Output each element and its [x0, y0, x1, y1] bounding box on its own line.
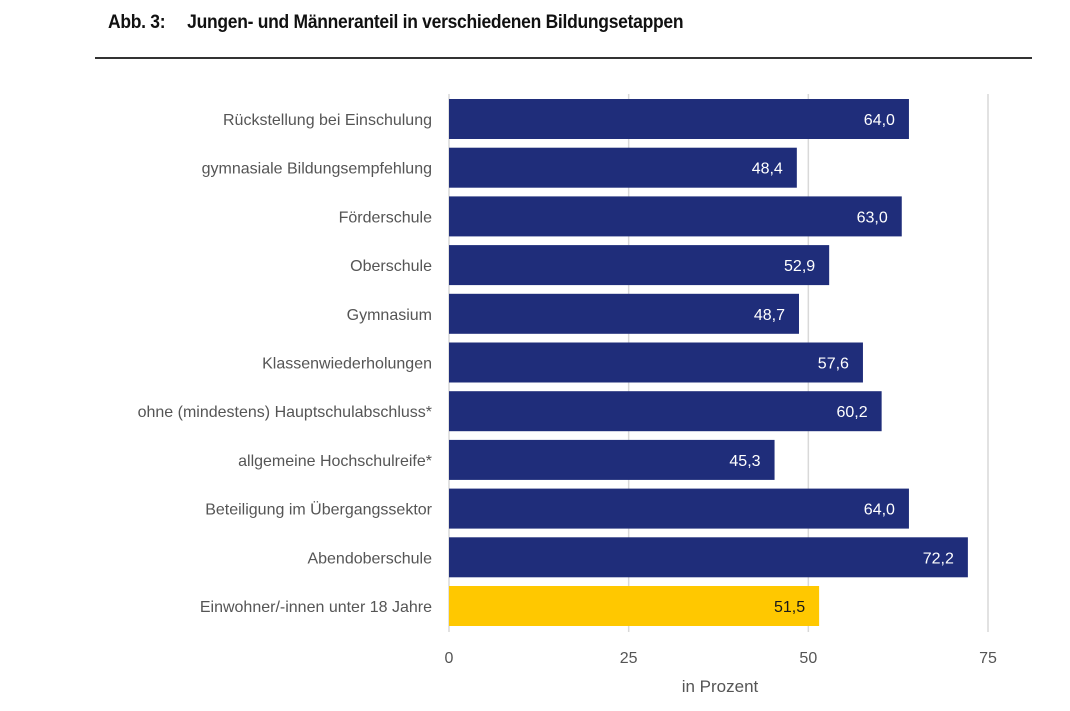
bar: [449, 293, 799, 334]
x-axis-label: in Prozent: [682, 677, 759, 696]
category-label: Förderschule: [339, 209, 432, 226]
chart-title: Abb. 3: Jungen- und Männeranteil in versc…: [108, 12, 684, 34]
title-text: Jungen- und Männeranteil in verschiedene…: [187, 12, 684, 33]
x-tick-label: 0: [445, 650, 454, 667]
bar-value-label: 60,2: [836, 404, 867, 421]
bar: [449, 99, 909, 139]
bar-value-label: 48,4: [752, 161, 783, 178]
category-label: Oberschule: [350, 258, 432, 275]
figure-label: Abb. 3:: [108, 12, 166, 33]
bar: [449, 147, 797, 188]
x-tick-label: 50: [799, 650, 817, 667]
bar-value-label: 51,5: [774, 599, 805, 616]
x-tick-label: 25: [620, 650, 638, 667]
category-label: Klassenwiederholungen: [262, 356, 432, 373]
category-label: ohne (mindestens) Hauptschulabschluss*: [138, 404, 432, 421]
bar: [449, 586, 820, 626]
bar: [449, 488, 909, 529]
bar-value-label: 64,0: [864, 112, 895, 129]
x-tick-label: 75: [979, 650, 997, 667]
category-label: Beteiligung im Übergangssektor: [205, 501, 432, 519]
category-labels: Rückstellung bei Einschulung gymnasiale B…: [138, 112, 433, 616]
bar: [449, 439, 775, 480]
bar: [449, 342, 863, 383]
category-label: Einwohner/-innen unter 18 Jahre: [200, 599, 432, 616]
bar-value-label: 57,6: [818, 356, 849, 373]
bar: [449, 245, 830, 286]
bar-value-label: 72,2: [923, 550, 954, 567]
category-label: Rückstellung bei Einschulung: [223, 112, 432, 129]
title-divider: [95, 57, 1032, 59]
category-label: Gymnasium: [347, 307, 432, 324]
bars: 64,0 48,4 63,0 52,9 48,7 57,6 60,2 45,3 64,0 72,2…: [449, 99, 968, 626]
bar-value-label: 63,0: [857, 209, 888, 226]
bar: [449, 196, 902, 237]
bar-value-label: 64,0: [864, 502, 895, 519]
bar: [449, 537, 968, 578]
category-label: Abendoberschule: [307, 550, 432, 567]
bar: [449, 391, 882, 432]
bar-value-label: 52,9: [784, 258, 815, 275]
category-label: allgemeine Hochschulreife*: [238, 453, 432, 470]
x-tick-labels: 0 25 50 75: [445, 650, 997, 667]
category-label: gymnasiale Bildungsempfehlung: [202, 161, 432, 178]
bar-value-label: 45,3: [729, 453, 760, 470]
bar-value-label: 48,7: [754, 307, 785, 324]
